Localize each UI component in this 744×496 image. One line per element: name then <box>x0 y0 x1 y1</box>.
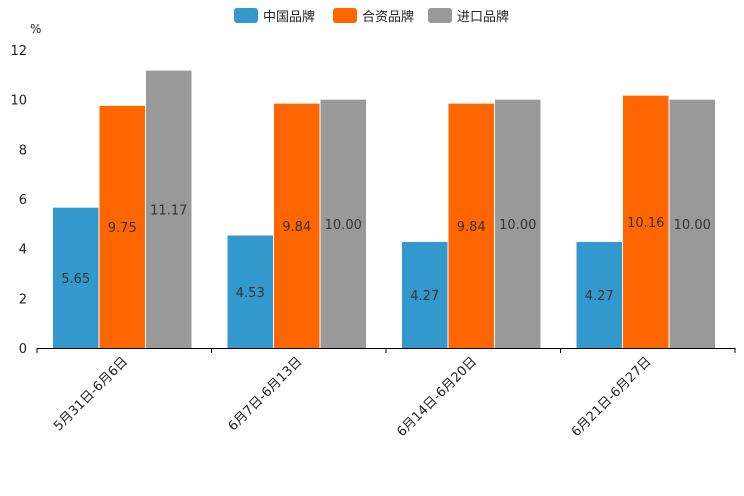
y-axis: 0 2 4 6 8 10 12 <box>10 44 27 357</box>
bar <box>53 207 99 348</box>
bar <box>623 95 669 349</box>
bar <box>274 103 320 348</box>
data-label: 4.53 <box>236 286 265 301</box>
x-tick-label: 5月31日-6月6日 <box>51 354 131 434</box>
bar <box>99 105 145 348</box>
bar <box>576 241 622 348</box>
y-tick-label: 0 <box>19 342 27 357</box>
bars <box>53 70 715 349</box>
bar <box>448 103 494 348</box>
x-axis: 5月31日-6月6日 6月7日-6月13日 6月14日-6月20日 6月21日-6月2… <box>36 348 736 440</box>
legend-swatch <box>234 8 258 23</box>
x-tick-label: 6月21日-6月27日 <box>569 354 655 440</box>
bar <box>146 70 192 348</box>
data-label: 4.27 <box>585 289 614 304</box>
data-label: 10.16 <box>627 216 664 231</box>
y-tick-label: 6 <box>19 193 27 208</box>
bar <box>227 235 273 348</box>
legend-swatch <box>333 8 357 23</box>
y-tick-label: 2 <box>19 292 27 307</box>
bar <box>495 99 541 349</box>
x-tick-label: 6月14日-6月20日 <box>394 354 480 440</box>
y-tick-label: 4 <box>19 243 27 258</box>
data-label: 5.65 <box>61 272 90 287</box>
legend-swatch <box>428 8 452 23</box>
y-axis-unit-label: % <box>30 22 41 36</box>
bar <box>320 99 366 349</box>
legend: 中国品牌 合资品牌 进口品牌 <box>234 8 509 25</box>
bar <box>669 99 715 349</box>
y-tick-label: 10 <box>10 94 27 109</box>
value-labels: 5.65 9.75 11.17 4.53 9.84 10.00 4.27 9.84 10.00 4… <box>61 203 711 304</box>
data-label: 10.00 <box>674 218 711 233</box>
legend-label: 进口品牌 <box>457 9 509 25</box>
data-label: 11.17 <box>150 203 187 218</box>
data-label: 9.84 <box>457 220 486 235</box>
bar <box>402 241 448 348</box>
data-label: 10.00 <box>499 218 536 233</box>
x-tick-label: 6月7日-6月13日 <box>226 354 306 434</box>
data-label: 9.75 <box>108 221 137 236</box>
legend-label: 合资品牌 <box>362 9 414 25</box>
legend-label: 中国品牌 <box>263 9 315 25</box>
data-label: 4.27 <box>410 289 439 304</box>
data-label: 9.84 <box>282 220 311 235</box>
y-tick-label: 8 <box>19 143 27 158</box>
data-label: 10.00 <box>325 218 362 233</box>
y-tick-label: 12 <box>10 44 27 59</box>
